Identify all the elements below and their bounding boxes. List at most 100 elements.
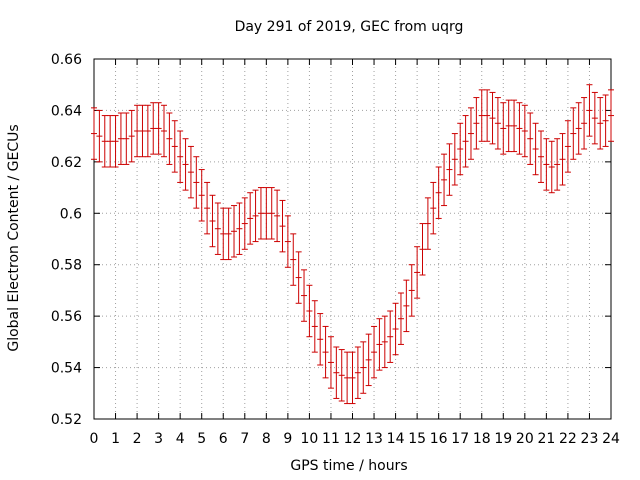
- data-point: [139, 104, 146, 158]
- x-tick-label: 22: [559, 431, 577, 447]
- data-point: [597, 97, 604, 150]
- data-point: [117, 112, 124, 165]
- data-point: [494, 97, 501, 150]
- data-point: [575, 102, 582, 155]
- data-point: [451, 133, 458, 186]
- data-point: [268, 187, 275, 240]
- data-point: [311, 300, 318, 353]
- data-point: [473, 97, 480, 150]
- data-point: [274, 189, 281, 243]
- x-tick-label: 20: [516, 431, 534, 447]
- data-point: [387, 310, 394, 363]
- data-point: [193, 156, 200, 209]
- x-tick-label: 6: [219, 431, 228, 447]
- data-point: [96, 109, 103, 163]
- y-tick-label: 0.56: [51, 309, 82, 325]
- data-point: [608, 89, 614, 142]
- x-tick-label: 19: [494, 431, 512, 447]
- y-tick-label: 0.52: [51, 412, 82, 428]
- x-tick-label: 5: [197, 431, 206, 447]
- data-point: [478, 89, 485, 142]
- x-tick-label: 7: [240, 431, 249, 447]
- data-point: [484, 89, 491, 142]
- data-point: [252, 189, 259, 243]
- x-tick-label: 3: [154, 431, 163, 447]
- data-point: [187, 145, 194, 199]
- data-point: [397, 292, 404, 345]
- x-tick-label: 13: [365, 431, 383, 447]
- data-point: [225, 207, 232, 261]
- data-point: [521, 104, 528, 158]
- data-point: [349, 351, 356, 405]
- data-point: [301, 269, 308, 322]
- data-point: [327, 336, 334, 389]
- x-tick-label: 9: [283, 431, 292, 447]
- y-tick-label: 0.66: [51, 52, 82, 68]
- data-point: [166, 112, 173, 165]
- data-point: [435, 166, 442, 219]
- data-point: [511, 99, 518, 153]
- data-point: [548, 140, 555, 194]
- data-point: [403, 279, 410, 333]
- data-point: [414, 246, 421, 299]
- data-point: [559, 133, 566, 186]
- data-point: [543, 138, 550, 191]
- y-tick-label: 0.54: [51, 361, 82, 377]
- y-tick-label: 0.6: [60, 206, 82, 222]
- data-point: [591, 91, 598, 145]
- data-point: [91, 107, 97, 160]
- data-point: [570, 107, 577, 160]
- data-point: [500, 102, 507, 155]
- data-point: [263, 187, 270, 240]
- x-tick-label: 21: [537, 431, 555, 447]
- x-tick-label: 18: [473, 431, 491, 447]
- data-point: [338, 349, 345, 402]
- data-point: [134, 104, 141, 158]
- data-point: [247, 192, 254, 245]
- x-axis-label: GPS time / hours: [290, 458, 407, 474]
- data-point: [112, 115, 119, 168]
- data-point: [462, 115, 469, 168]
- data-point: [161, 104, 168, 158]
- x-tick-label: 2: [133, 431, 142, 447]
- chart-title: Day 291 of 2019, GEC from uqrg: [235, 19, 464, 35]
- x-tick-label: 8: [262, 431, 271, 447]
- data-point: [381, 315, 388, 369]
- data-point: [344, 351, 351, 405]
- data-point: [408, 264, 415, 317]
- x-tick-label: 4: [176, 431, 185, 447]
- data-point: [220, 207, 227, 261]
- data-point: [198, 169, 205, 222]
- data-point: [516, 102, 523, 155]
- data-series: [91, 84, 614, 405]
- x-tick-label: 10: [301, 431, 319, 447]
- y-tick-labels: 0.52 0.54 0.56 0.58 0.6 0.62 0.64 0.66: [51, 52, 82, 428]
- data-point: [527, 112, 534, 165]
- x-tick-label: 15: [408, 431, 426, 447]
- data-point: [430, 181, 437, 235]
- data-point: [101, 115, 108, 168]
- data-point: [182, 138, 189, 191]
- data-point: [257, 187, 264, 240]
- data-point: [505, 99, 512, 153]
- data-point: [123, 112, 130, 165]
- data-point: [360, 341, 367, 394]
- data-point: [537, 130, 544, 183]
- data-point: [290, 233, 297, 286]
- y-tick-label: 0.62: [51, 155, 82, 171]
- x-tick-labels: 0 1 2 3 4 5 6 7 8 9 10 11 12 13 14 15 16 17 18 19 20 21 22 23 24: [90, 431, 620, 447]
- data-point: [214, 202, 221, 255]
- data-point: [322, 325, 329, 379]
- data-point: [317, 313, 324, 366]
- data-point: [241, 197, 248, 250]
- data-point: [128, 109, 135, 163]
- data-point: [284, 215, 291, 268]
- data-point: [376, 318, 383, 371]
- x-tick-label: 23: [581, 431, 599, 447]
- data-point: [564, 120, 571, 173]
- data-point: [177, 130, 184, 183]
- x-tick-label: 0: [90, 431, 99, 447]
- data-point: [441, 153, 448, 207]
- data-point: [295, 251, 302, 304]
